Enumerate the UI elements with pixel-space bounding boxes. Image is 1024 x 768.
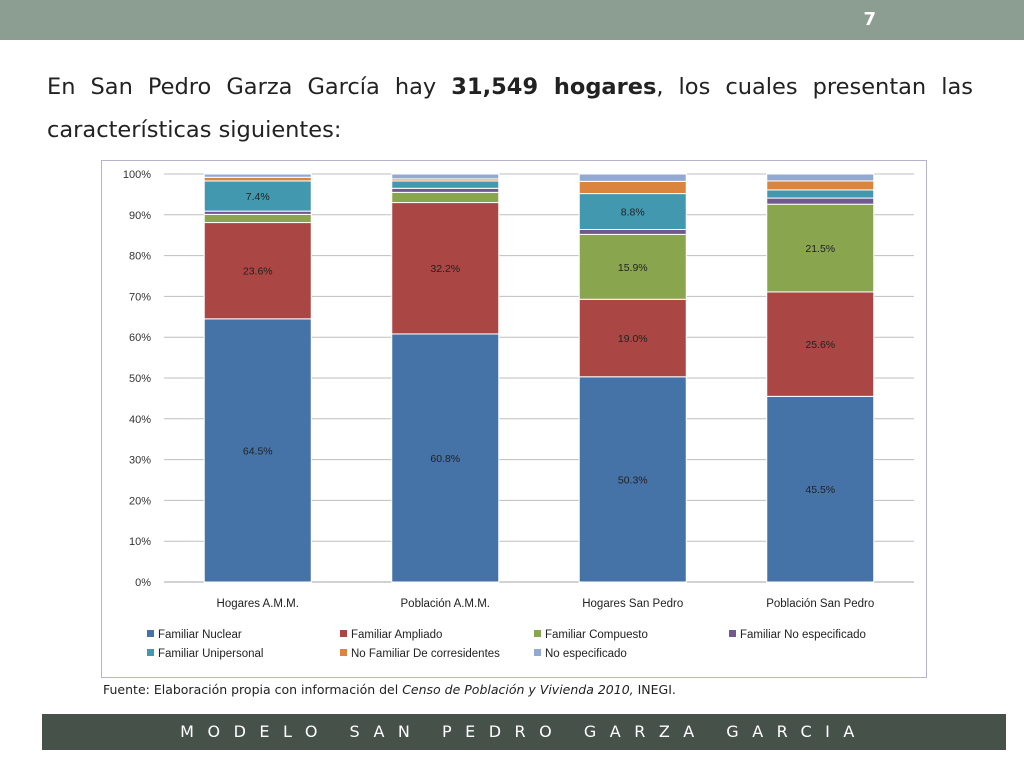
legend-swatch: [729, 630, 736, 637]
bar-segment: [766, 173, 875, 182]
data-label: 32.2%: [430, 263, 460, 275]
legend-label: Familiar No especificado: [740, 629, 866, 641]
bar-segment: [766, 203, 875, 293]
data-label: 23.6%: [243, 266, 273, 278]
bar-segment: [391, 191, 500, 204]
bar-segment: [391, 333, 500, 583]
legend-label: Familiar Compuesto: [545, 629, 648, 641]
source-note: Fuente: Elaboración propia con informaci…: [103, 682, 676, 697]
top-bar: 7: [0, 0, 1024, 40]
bar-segment: [203, 180, 312, 212]
x-category-label: Hogares San Pedro: [582, 598, 683, 610]
bar-segment: [578, 298, 687, 378]
source-census-title: Censo de Población y Vivienda 2010,: [402, 682, 634, 697]
bar-segment: [391, 173, 500, 180]
legend-swatch: [147, 630, 154, 637]
bar-segment: [766, 180, 875, 191]
y-tick-label: 20%: [129, 495, 151, 507]
y-tick-label: 50%: [129, 373, 151, 385]
y-tick-label: 0%: [135, 577, 151, 589]
legend-swatch: [534, 630, 541, 637]
bar-segment: [578, 233, 687, 300]
y-tick-label: 40%: [129, 414, 151, 426]
bar-segment: [766, 395, 875, 583]
bar-segment: [203, 213, 312, 224]
legend-swatch: [147, 649, 154, 656]
bar-segment: [578, 173, 687, 182]
legend-label: Familiar Unipersonal: [158, 648, 263, 660]
footer-title: MODELO SAN PEDRO GARZA GARCIA: [180, 722, 868, 741]
headline-households-count: 31,549 hogares: [451, 74, 657, 100]
bar-segment: [578, 228, 687, 235]
source-text-end: INEGI.: [633, 682, 676, 697]
data-label: 8.8%: [621, 207, 645, 219]
y-tick-label: 70%: [129, 291, 151, 303]
legend-label: No Familiar De corresidentes: [351, 648, 500, 660]
bar-segment: [766, 189, 875, 199]
data-label: 50.3%: [618, 474, 648, 486]
legend-swatch: [340, 630, 347, 637]
bar-segment: [391, 180, 500, 189]
headline-text-start: En San Pedro Garza García hay: [47, 74, 452, 100]
legend-swatch: [534, 649, 541, 656]
bar-segment: [203, 176, 312, 182]
footer-bar: MODELO SAN PEDRO GARZA GARCIA: [42, 714, 1006, 750]
legend-label: Familiar Ampliado: [351, 629, 442, 641]
legend-label: No especificado: [545, 648, 627, 660]
data-label: 15.9%: [618, 262, 648, 274]
y-tick-label: 60%: [129, 332, 151, 344]
bar-segment: [391, 187, 500, 193]
bar-segment: [203, 173, 312, 178]
bar-segment: [578, 376, 687, 583]
legend-label: Familiar Nuclear: [158, 629, 242, 641]
bar-segment: [578, 193, 687, 230]
stacked-bar-chart: 0% 10% 20% 30% 40% 50% 60% 70% 80% 90% 100% 64.5% 23…: [123, 169, 914, 660]
data-label: 60.8%: [430, 453, 460, 465]
y-tick-label: 100%: [123, 169, 151, 181]
y-tick-label: 30%: [129, 455, 151, 467]
y-tick-label: 90%: [129, 210, 151, 222]
chart-frame: 0% 10% 20% 30% 40% 50% 60% 70% 80% 90% 100% 64.5% 23…: [101, 160, 927, 678]
x-category-label: Población A.M.M.: [401, 598, 490, 610]
data-label: 7.4%: [246, 191, 270, 203]
headline: En San Pedro Garza García hay 31,549 hog…: [47, 66, 973, 152]
data-label: 64.5%: [243, 445, 273, 457]
bar-segment: [391, 202, 500, 335]
bar-segment: [766, 291, 875, 397]
data-label: 45.5%: [805, 484, 835, 496]
data-label: 19.0%: [618, 333, 648, 345]
bar-segment: [578, 180, 687, 195]
y-tick-label: 10%: [129, 536, 151, 548]
data-label: 25.6%: [805, 339, 835, 351]
bar-segment: [203, 222, 312, 320]
slide-number: 7: [863, 9, 876, 30]
y-tick-label: 80%: [129, 251, 151, 263]
legend-swatch: [340, 649, 347, 656]
bar-segment: [766, 197, 875, 205]
data-label: 21.5%: [805, 243, 835, 255]
x-category-label: Hogares A.M.M.: [217, 598, 299, 610]
source-text-start: Fuente: Elaboración propia con informaci…: [103, 682, 403, 697]
headline-text-end: , los cuales presentan las característic…: [47, 74, 973, 143]
bar-segment: [203, 318, 312, 583]
x-category-label: Población San Pedro: [766, 598, 874, 610]
